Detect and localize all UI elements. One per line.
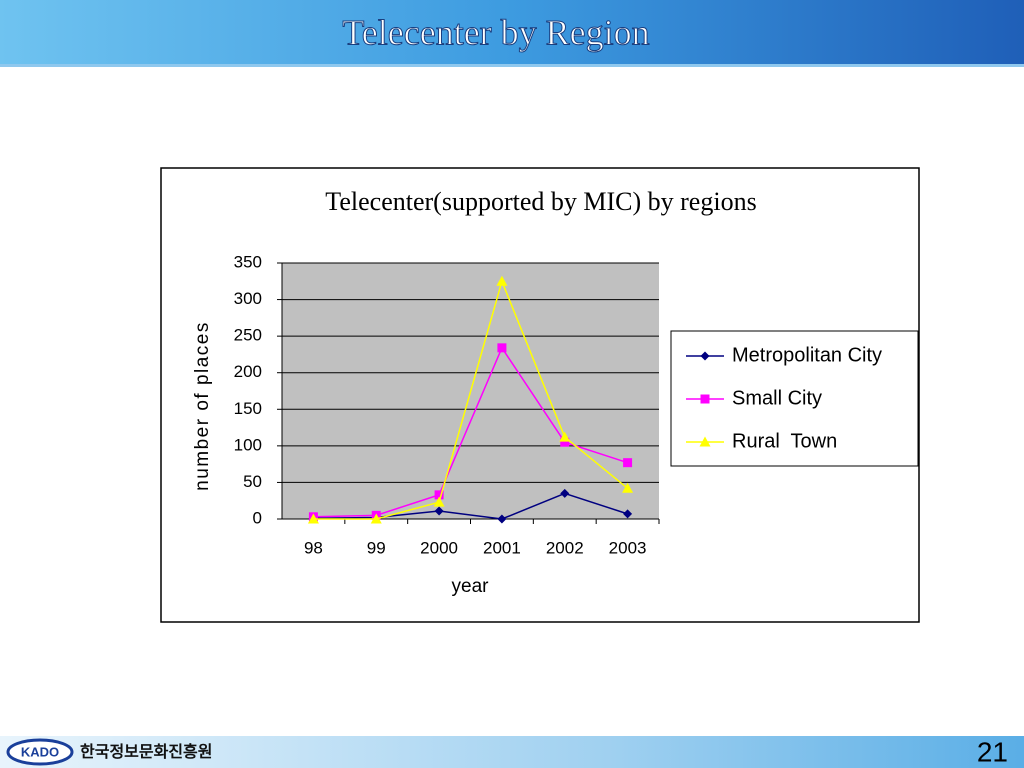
y-tick-label: 250 — [234, 326, 262, 345]
y-tick-label: 200 — [234, 362, 262, 381]
data-point — [560, 437, 570, 447]
slide-title: Telecenter by Region — [342, 12, 649, 52]
x-tick-label: 2001 — [483, 538, 521, 557]
x-tick-label: 98 — [304, 538, 323, 557]
legend-marker — [700, 394, 710, 404]
data-point — [496, 275, 508, 286]
data-point — [559, 431, 571, 442]
data-point — [433, 496, 445, 507]
y-tick-label: 0 — [253, 508, 262, 527]
data-point — [307, 513, 319, 524]
logo-shape — [6, 738, 74, 766]
page-number: 21 — [977, 736, 1008, 767]
data-point — [497, 343, 507, 353]
header-rule — [0, 64, 1024, 67]
data-point — [434, 490, 444, 500]
y-axis-label: number of places — [192, 321, 213, 491]
y-tick-label: 150 — [234, 399, 262, 418]
header-band — [0, 0, 1024, 64]
data-point — [622, 482, 634, 493]
data-point — [370, 513, 382, 524]
y-tick-label: 300 — [234, 289, 262, 308]
x-tick-label: 99 — [367, 538, 386, 557]
legend-marker — [700, 351, 710, 361]
y-tick-label: 50 — [243, 472, 262, 491]
data-point — [560, 488, 570, 498]
x-tick-label: 2000 — [420, 538, 458, 557]
logo-text: KADO — [21, 744, 59, 759]
series-line — [313, 492, 628, 520]
legend-marker — [699, 436, 711, 447]
x-tick-label: 2003 — [609, 538, 647, 557]
footer-band — [0, 736, 1024, 768]
legend-label: Metropolitan City — [732, 344, 882, 366]
y-tick-label: 350 — [234, 252, 262, 271]
legend-label: Small City — [732, 387, 822, 409]
data-point — [623, 509, 633, 519]
x-axis-label: year — [452, 576, 490, 597]
y-tick-label: 100 — [234, 435, 262, 454]
x-tick-label: 2002 — [546, 538, 584, 557]
data-point — [434, 506, 444, 516]
data-point — [623, 458, 633, 468]
org-name: 한국정보문화진흥원 — [80, 742, 212, 761]
legend-label: Rural Town — [732, 430, 837, 452]
chart-title: Telecenter(supported by MIC) by regions — [325, 187, 756, 216]
data-point — [497, 514, 507, 524]
series-line — [313, 278, 629, 520]
